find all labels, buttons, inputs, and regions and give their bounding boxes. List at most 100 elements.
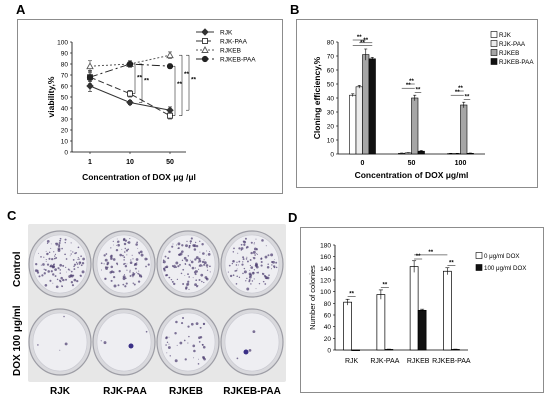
colony-dot [209, 271, 211, 273]
colony-dot [140, 276, 143, 278]
chart-b-legend-label: RJK [499, 32, 512, 39]
chart-b-legend-swatch [490, 58, 498, 65]
colony-dot [64, 342, 68, 346]
colony-dot [197, 261, 199, 263]
chart-a-series-line [89, 63, 171, 78]
colony-dot [136, 241, 138, 244]
chart-d-ytick-label: 160 [320, 254, 331, 261]
chart-a-xtick-label: 1 [88, 159, 92, 166]
colony-dot [275, 266, 278, 269]
colony-dot [138, 251, 141, 254]
colony-dot [172, 282, 176, 286]
chart-a-xlabel: Concentration of DOX μg /μl [82, 172, 196, 182]
panel-letter-c: C [7, 208, 17, 223]
chart-b-bar [460, 104, 468, 155]
colony-dot [80, 255, 82, 258]
colony-dot [265, 277, 268, 280]
chart-a-legend-label: RJKEB-PAA [220, 56, 256, 63]
colony-dot [139, 250, 143, 254]
colony-dot [264, 283, 267, 285]
dish-0-2 [156, 230, 220, 298]
colony-dot [103, 263, 105, 265]
colony-dot [75, 261, 78, 264]
colony-dot [187, 280, 190, 283]
colony-dot [129, 238, 131, 240]
colony-dot [192, 277, 194, 279]
dish-plate [160, 234, 216, 294]
colony-dot [125, 282, 128, 285]
colony-dot [121, 254, 124, 257]
chart-a-series-rjk-paa [87, 72, 173, 120]
colony-dot [67, 268, 70, 271]
chart-a-legend-label: RJK-PAA [220, 38, 248, 45]
colony-dot [194, 241, 197, 244]
chart-a-ytick-label: 20 [61, 128, 69, 135]
colony-dot [181, 316, 185, 320]
colony-dot [254, 264, 258, 267]
colony-dot [271, 264, 273, 266]
colony-dot [184, 358, 187, 361]
colony-dot [104, 266, 108, 269]
chart-a-significance-bracket [139, 63, 143, 103]
colony-dot [235, 269, 238, 272]
colony-dot [78, 258, 80, 260]
colony-dot [54, 268, 57, 272]
colony-dot [110, 265, 114, 269]
colony-dot [123, 242, 127, 246]
colony-dot [52, 282, 54, 284]
chart-b-ytick-label: 80 [327, 40, 335, 47]
colony-dot [124, 247, 126, 250]
colony-dot [237, 252, 239, 254]
colony-dot [82, 257, 85, 261]
colony-dot [198, 358, 199, 360]
chart-b-legend-label: RJKEB [499, 50, 519, 57]
colony-dot [255, 288, 257, 290]
colony-dot [270, 253, 274, 257]
colony-dot [103, 254, 106, 257]
colony-dot [262, 272, 265, 276]
chart-b-bar [368, 58, 376, 155]
colony-dot [43, 272, 46, 275]
colony-dot [169, 355, 171, 357]
colony-dot [132, 258, 134, 260]
chart-a-ytick-label: 30 [61, 117, 69, 124]
colony-dot [182, 283, 185, 286]
colony-dot [110, 247, 112, 249]
colony-dot [131, 254, 133, 256]
colony-dot [193, 248, 197, 251]
chart-b-ytick-label: 20 [327, 124, 335, 131]
colony-dot [171, 280, 174, 283]
colony-dot [50, 270, 53, 273]
colony-dot [179, 263, 181, 266]
colony-dot [116, 244, 117, 246]
chart-b-significance-label: ** [363, 38, 368, 44]
colony-dot [55, 242, 59, 246]
colony-dot [174, 332, 177, 335]
colony-dot [131, 273, 134, 277]
chart-a-point [201, 55, 209, 63]
chart-d-ytick-label: 60 [324, 313, 332, 320]
colony-dot [205, 277, 209, 281]
colony-dot [200, 273, 204, 277]
colony-dot [115, 248, 119, 252]
colony-dot [246, 277, 248, 280]
colony-dot [167, 346, 171, 349]
colony-dot [36, 271, 40, 274]
colony-dot [112, 244, 114, 246]
colony-dot [68, 275, 72, 278]
colony-dot [73, 268, 76, 271]
colony-dot [38, 275, 41, 278]
colony-dot [272, 260, 275, 264]
colony-dot [255, 252, 257, 254]
colony-dot [124, 285, 127, 288]
colony-dot [147, 263, 150, 266]
chart-a-significance-label: ** [184, 71, 190, 78]
colony-dot [246, 260, 249, 263]
colony-dot [188, 288, 190, 291]
row-label-dox: DOX 100 μg/ml [12, 305, 23, 376]
chart-b-bar [411, 97, 419, 155]
colony-dot [58, 241, 61, 245]
colony-dot [64, 238, 67, 241]
colony-dot [123, 237, 126, 241]
colony-dot [261, 239, 264, 242]
